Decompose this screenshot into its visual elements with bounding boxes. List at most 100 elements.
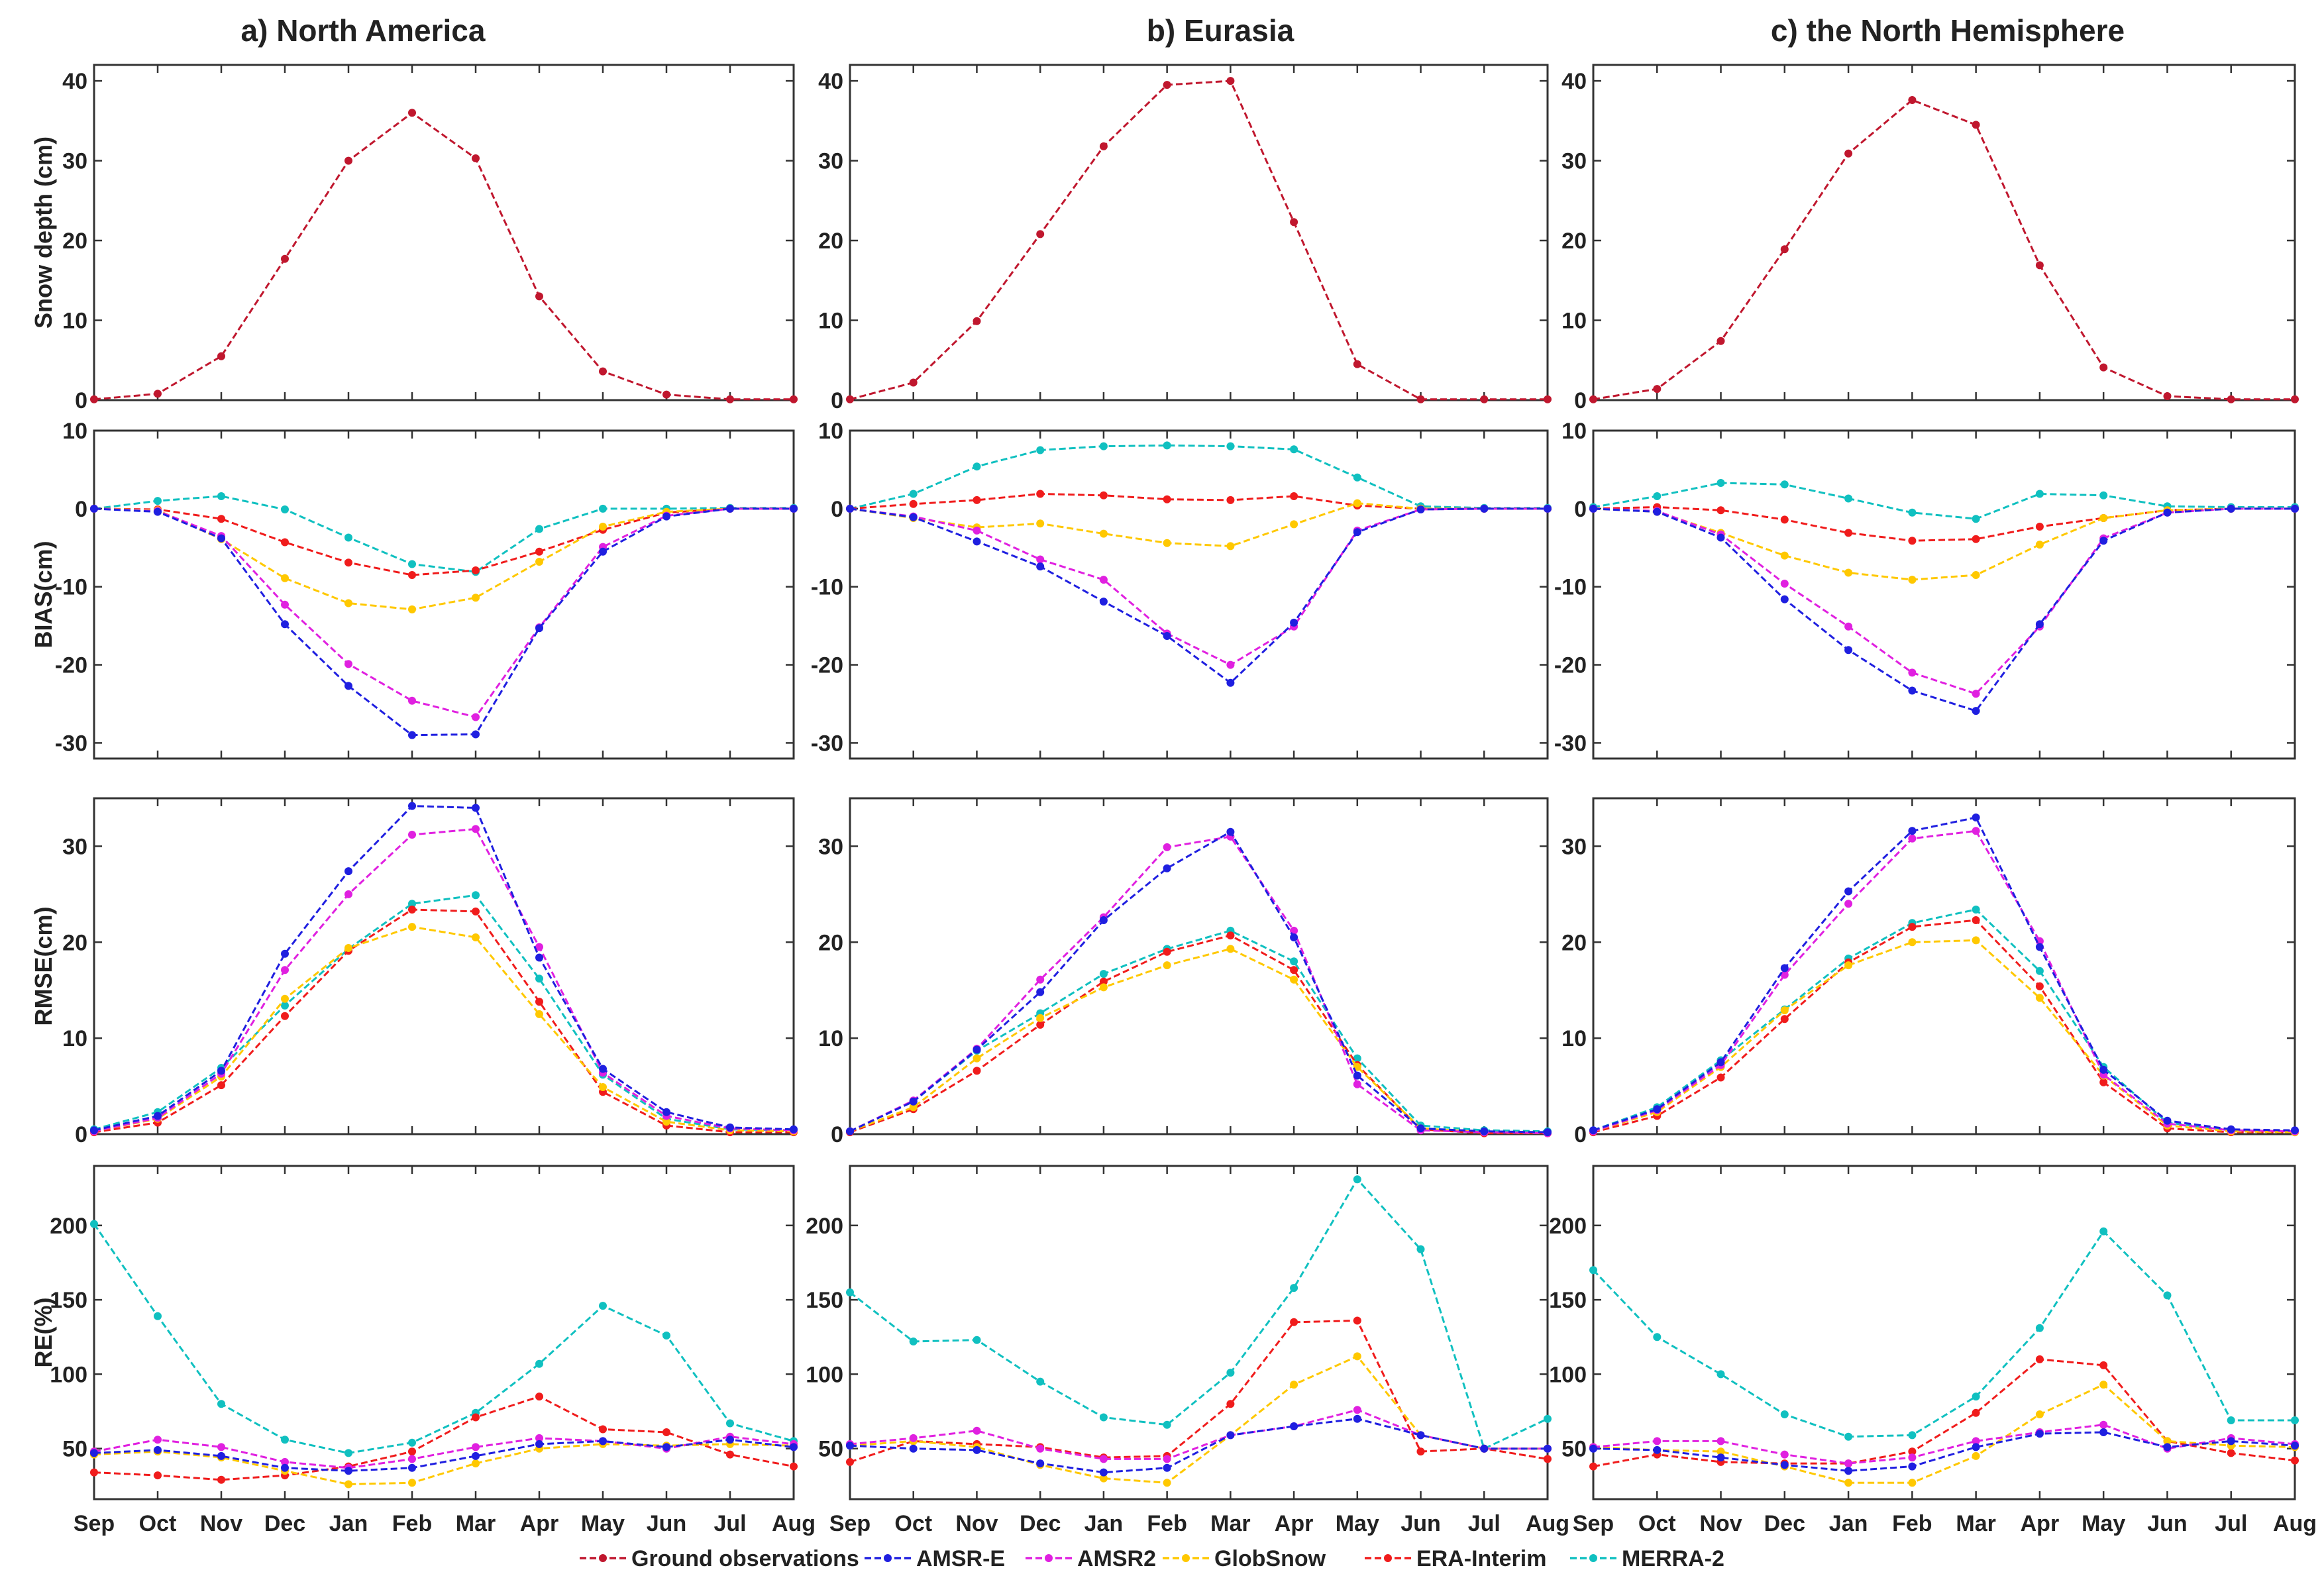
month-label-dec: Dec [264,1511,305,1536]
legend-label: MERRA-2 [1622,1546,1724,1571]
point-globsnow [1290,1381,1298,1389]
point-merra [281,505,289,513]
point-amsre [408,802,416,810]
y-tick-label: -20 [811,653,843,678]
point-merra [1353,1175,1361,1184]
point-ground [1844,149,1853,158]
y-tick-label: 150 [806,1288,843,1313]
series-line-merra [93,495,794,573]
point-amsr2 [408,831,416,839]
point-amsre [1036,988,1045,996]
point-globsnow [535,1010,543,1018]
point-amsre [217,1451,225,1460]
y-tick-label: -20 [1554,653,1587,678]
point-ground [726,395,734,403]
point-era [344,558,352,567]
point-amsr2 [1653,1437,1662,1445]
series-merra [1589,1227,2299,1441]
series-amsre [1589,504,2299,715]
point-amsre [1589,504,1597,513]
point-merra [1099,442,1108,450]
point-amsr2 [2099,1420,2108,1429]
series-line-ground [849,79,1548,401]
point-era [662,1428,670,1436]
point-amsre [1226,1431,1235,1440]
point-amsre [1544,504,1552,513]
point-amsre [1780,595,1789,604]
y-tick-label: 30 [818,149,843,174]
point-amsr2 [1163,1455,1171,1463]
point-era [2035,523,2044,531]
point-ground [790,395,798,403]
y-tick-label: -10 [55,575,87,600]
point-ground [1099,142,1108,150]
point-globsnow [1972,936,1980,945]
point-era [1589,1462,1597,1471]
legend-label: GlobSnow [1214,1546,1326,1571]
y-tick-label: 40 [818,69,843,94]
point-globsnow [1780,1006,1789,1015]
point-amsr2 [535,943,543,951]
point-globsnow [1290,975,1298,984]
point-amsr2 [1972,827,1980,835]
panel-frame [849,1165,1549,1500]
point-merra [535,974,543,983]
point-era [2291,1456,2299,1465]
point-amsre [1589,1444,1597,1453]
point-era [1036,490,1045,498]
point-era [599,1425,607,1434]
point-ground [1780,245,1789,254]
series-line-amsr2 [1593,829,2296,1133]
point-amsre [726,1436,734,1444]
point-amsre [599,1437,607,1445]
point-amsre [1972,1443,1980,1451]
point-merra [1717,1370,1725,1379]
point-merra [1290,957,1298,966]
point-amsr2 [1353,1406,1361,1414]
point-ground [2227,395,2235,403]
point-merra [1844,1432,1853,1441]
month-label-jun: Jun [647,1511,686,1536]
point-amsre [408,1463,416,1472]
y-tick-label: 200 [50,1214,87,1239]
point-amsre [599,547,607,556]
point-era [1972,1408,1980,1417]
point-globsnow [1717,1447,1725,1456]
series-line-merra [1593,908,2296,1133]
series-line-merra [849,444,1548,510]
point-ground [1480,395,1489,403]
point-ground [973,317,981,325]
point-merra [408,1438,416,1447]
series-line-era [849,1320,1548,1463]
point-ground [154,390,162,398]
point-amsre [1226,678,1235,687]
series-line-amsre [849,831,1548,1133]
series-line-era [1593,1358,2296,1468]
panel-frame [1592,1165,2296,1500]
point-ground [2163,392,2172,400]
point-amsre [662,1108,670,1116]
y-tick-label: 0 [1574,388,1587,413]
point-era [1290,1318,1298,1326]
point-ground [1163,81,1171,89]
point-merra [1353,1054,1361,1063]
point-globsnow [1844,1479,1853,1487]
point-era [217,1081,225,1090]
point-era [1226,931,1235,940]
point-era [1717,1073,1725,1082]
point-amsr2 [973,1426,981,1435]
point-merra [2099,491,2108,499]
point-merra [217,1400,225,1408]
series-line-amsre [93,1438,794,1472]
y-tick-label: 20 [1561,930,1587,955]
point-ground [2035,261,2044,270]
point-globsnow [1972,1451,1980,1460]
point-globsnow [1099,529,1108,538]
month-label-sep: Sep [1573,1511,1614,1536]
y-tick-label: 50 [62,1437,87,1462]
point-amsre [90,504,98,513]
point-amsre [1036,562,1045,571]
point-amsre [1972,814,1980,821]
series-amsre [1589,814,2299,1135]
series-globsnow [846,945,1552,1137]
